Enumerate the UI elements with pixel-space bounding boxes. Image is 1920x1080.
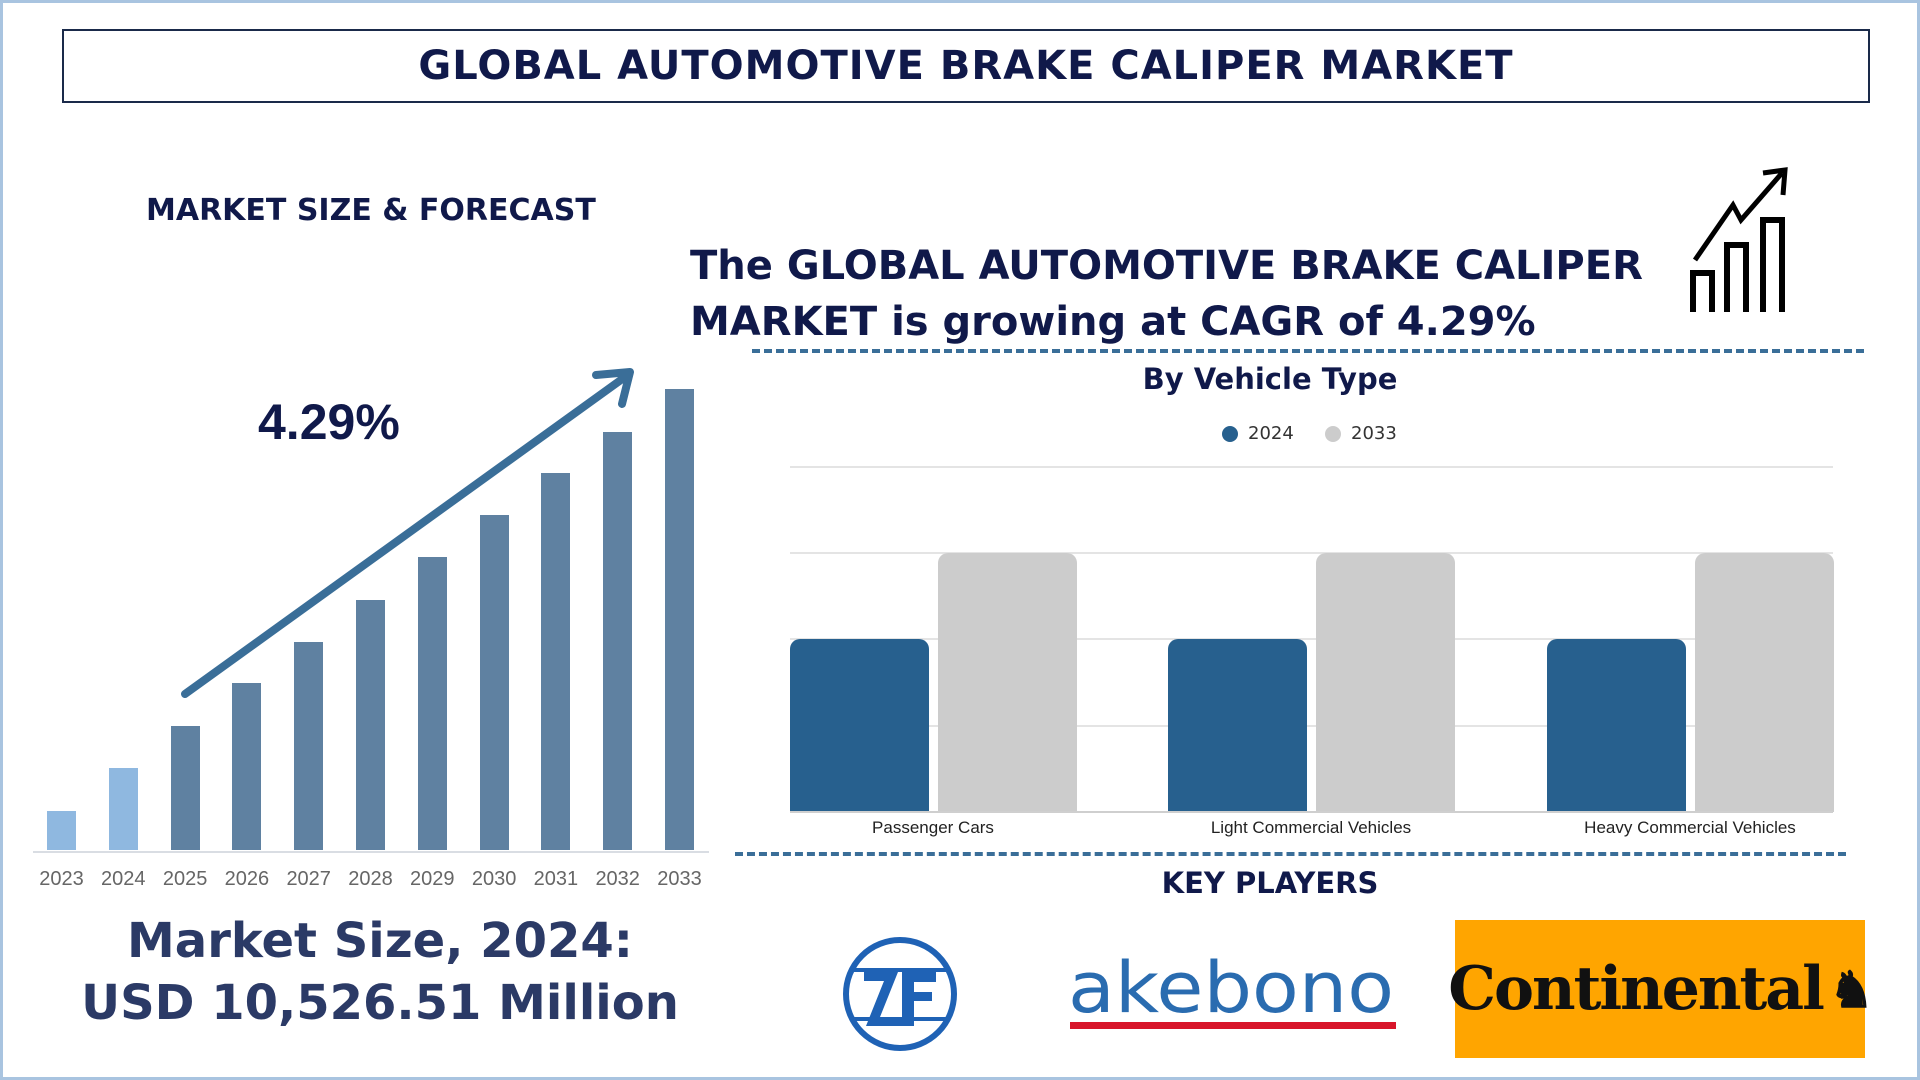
title-banner: GLOBAL AUTOMOTIVE BRAKE CALIPER MARKET — [62, 29, 1870, 103]
category-label: Passenger Cars — [872, 818, 994, 837]
cagr-headline: The GLOBAL AUTOMOTIVE BRAKE CALIPER MARK… — [690, 238, 1643, 350]
zf-logo — [843, 937, 957, 1051]
gridline — [790, 725, 1833, 727]
legend-dot-icon — [1222, 425, 1238, 442]
horse-icon: ♞ — [1828, 959, 1874, 1019]
headline-line2: MARKET is growing at CAGR of 4.29% — [690, 299, 1536, 345]
market-size-text: Market Size, 2024: USD 10,526.51 Million — [40, 910, 720, 1034]
segment-bar-2033 — [938, 552, 1077, 812]
year-label: 2028 — [348, 868, 393, 890]
divider-dashed — [735, 852, 1846, 856]
legend-2033: 2033 — [1325, 423, 1397, 444]
market-size-line1: Market Size, 2024: — [127, 913, 633, 969]
continental-wordmark: Continental — [1448, 954, 1825, 1024]
forecast-bar — [294, 642, 324, 850]
market-size-forecast-heading: MARKET SIZE & FORECAST — [146, 193, 596, 228]
svg-text:akebono: akebono — [1068, 955, 1394, 1029]
page-title: GLOBAL AUTOMOTIVE BRAKE CALIPER MARKET — [418, 43, 1514, 89]
akebono-logo: akebono — [1068, 955, 1396, 1029]
legend-label: 2024 — [1248, 423, 1294, 444]
year-label: 2030 — [471, 868, 517, 890]
forecast-bar — [356, 600, 385, 850]
forecast-bar — [170, 726, 200, 850]
key-players-heading: KEY PLAYERS — [1161, 866, 1379, 900]
segment-baseline — [790, 811, 1833, 813]
year-label: 2033 — [657, 868, 702, 890]
legend-2024: 2024 — [1222, 423, 1294, 444]
year-label: 2023 — [39, 868, 84, 890]
chart-baseline — [33, 851, 709, 853]
year-label: 2032 — [595, 868, 640, 890]
category-label: Heavy Commercial Vehicles — [1584, 818, 1796, 837]
growth-arrow-icon — [181, 368, 634, 698]
market-size-line2: USD 10,526.51 Million — [81, 975, 679, 1031]
continental-logo: Continental ♞ — [1448, 920, 1874, 1058]
year-label: 2025 — [162, 868, 208, 890]
forecast-bar — [108, 768, 138, 850]
forecast-bar — [541, 473, 571, 850]
gridline — [790, 552, 1833, 554]
category-label: Light Commercial Vehicles — [1210, 818, 1412, 837]
year-label: 2027 — [286, 868, 331, 890]
segment-bar-2033 — [1695, 552, 1834, 812]
gridline — [790, 466, 1833, 468]
divider-dashed — [752, 349, 1864, 353]
forecast-bar — [479, 515, 509, 850]
forecast-bar — [232, 683, 262, 850]
year-label: 2031 — [533, 868, 579, 890]
segment-bar-2024 — [790, 639, 929, 812]
forecast-bar — [47, 811, 76, 850]
cagr-value: 4.29% — [258, 394, 400, 450]
legend-dot-icon — [1325, 425, 1341, 442]
year-label: 2029 — [410, 868, 455, 890]
headline-line1: The GLOBAL AUTOMOTIVE BRAKE CALIPER — [690, 243, 1643, 289]
forecast-bar — [665, 389, 694, 850]
gridline — [790, 638, 1833, 640]
segment-bar-2024 — [1168, 639, 1307, 812]
forecast-bar — [603, 432, 633, 850]
year-label: 2024 — [101, 868, 146, 890]
segment-bar-2024 — [1547, 639, 1686, 812]
growth-chart-icon — [1690, 167, 1788, 312]
segment-bar-2033 — [1316, 552, 1455, 812]
year-label: 2026 — [224, 868, 270, 890]
legend-label: 2033 — [1351, 423, 1397, 444]
segment-chart-title: By Vehicle Type — [1142, 362, 1398, 396]
forecast-bar — [417, 557, 447, 850]
